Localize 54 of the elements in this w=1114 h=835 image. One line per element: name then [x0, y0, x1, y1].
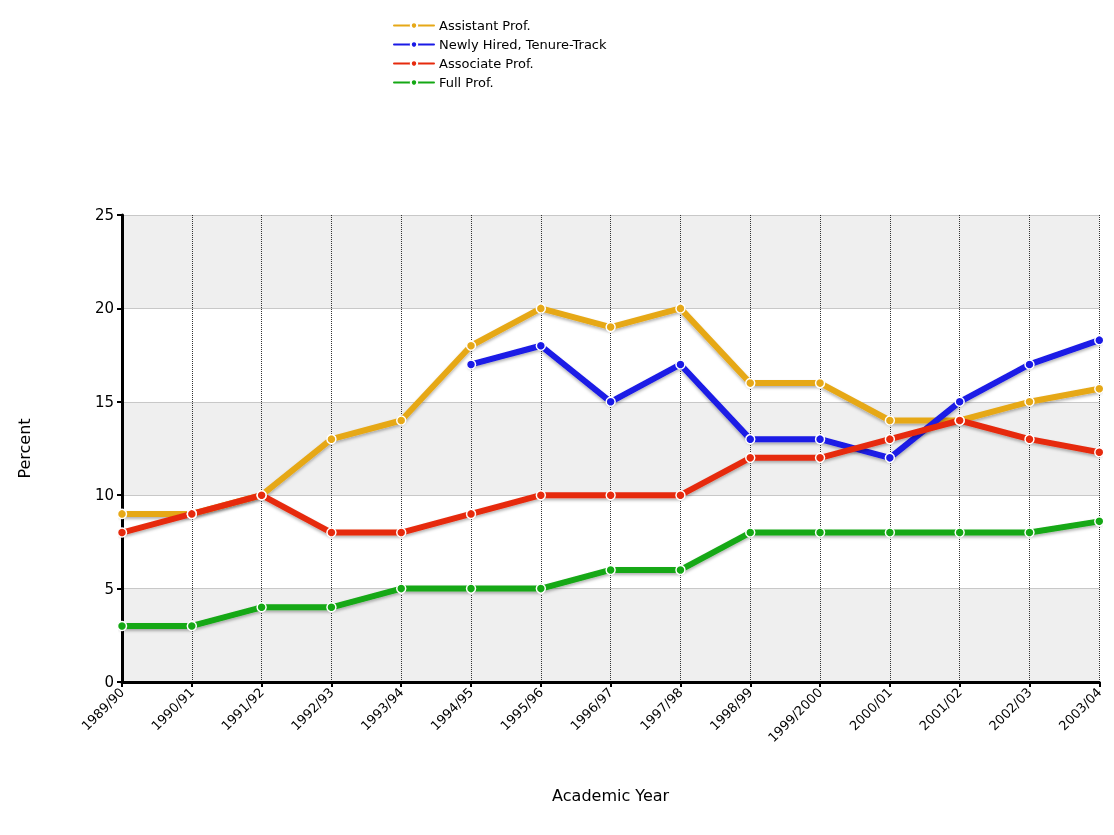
point	[395, 527, 407, 538]
point	[186, 620, 198, 632]
point	[535, 340, 547, 352]
point	[884, 527, 896, 538]
point	[535, 489, 547, 501]
point	[395, 415, 407, 426]
point	[116, 620, 128, 632]
point	[535, 583, 547, 594]
legend-label: Full Prof.	[439, 75, 494, 90]
point	[535, 303, 547, 314]
point	[954, 527, 965, 538]
point	[326, 433, 337, 445]
point	[605, 489, 616, 501]
point	[814, 452, 826, 464]
x-axis-title: Academic Year	[552, 785, 670, 805]
point	[465, 340, 477, 352]
y-tick-label: 10	[94, 486, 114, 505]
point	[465, 583, 477, 594]
point	[326, 527, 337, 538]
point	[675, 359, 686, 370]
point	[1024, 433, 1035, 445]
point	[675, 489, 686, 501]
y-tick-label: 5	[104, 579, 114, 598]
point	[884, 415, 896, 426]
point	[745, 433, 756, 445]
point	[954, 396, 965, 408]
point	[1024, 527, 1035, 538]
point	[745, 377, 756, 389]
point	[395, 583, 407, 594]
point	[814, 433, 826, 445]
point	[465, 508, 477, 520]
point	[1024, 359, 1035, 370]
point	[884, 433, 896, 445]
point	[675, 303, 686, 314]
point	[326, 602, 337, 613]
y-tick-label: 0	[104, 673, 114, 691]
point	[256, 602, 267, 613]
y-axis-title: Percent	[14, 418, 34, 479]
y-tick-label: 25	[94, 206, 114, 224]
legend-label: Assistant Prof.	[439, 18, 531, 33]
point	[605, 396, 616, 408]
point	[605, 321, 616, 333]
point	[675, 564, 686, 576]
point	[884, 452, 896, 464]
legend-label: Newly Hired, Tenure-Track	[439, 37, 608, 52]
point	[605, 564, 616, 576]
point	[745, 452, 756, 464]
y-tick-label: 15	[94, 392, 114, 411]
point	[814, 377, 826, 389]
point	[1024, 396, 1035, 408]
y-tick-label: 20	[94, 299, 114, 318]
point	[814, 527, 826, 538]
point	[745, 527, 756, 538]
legend-label: Associate Prof.	[439, 56, 534, 71]
